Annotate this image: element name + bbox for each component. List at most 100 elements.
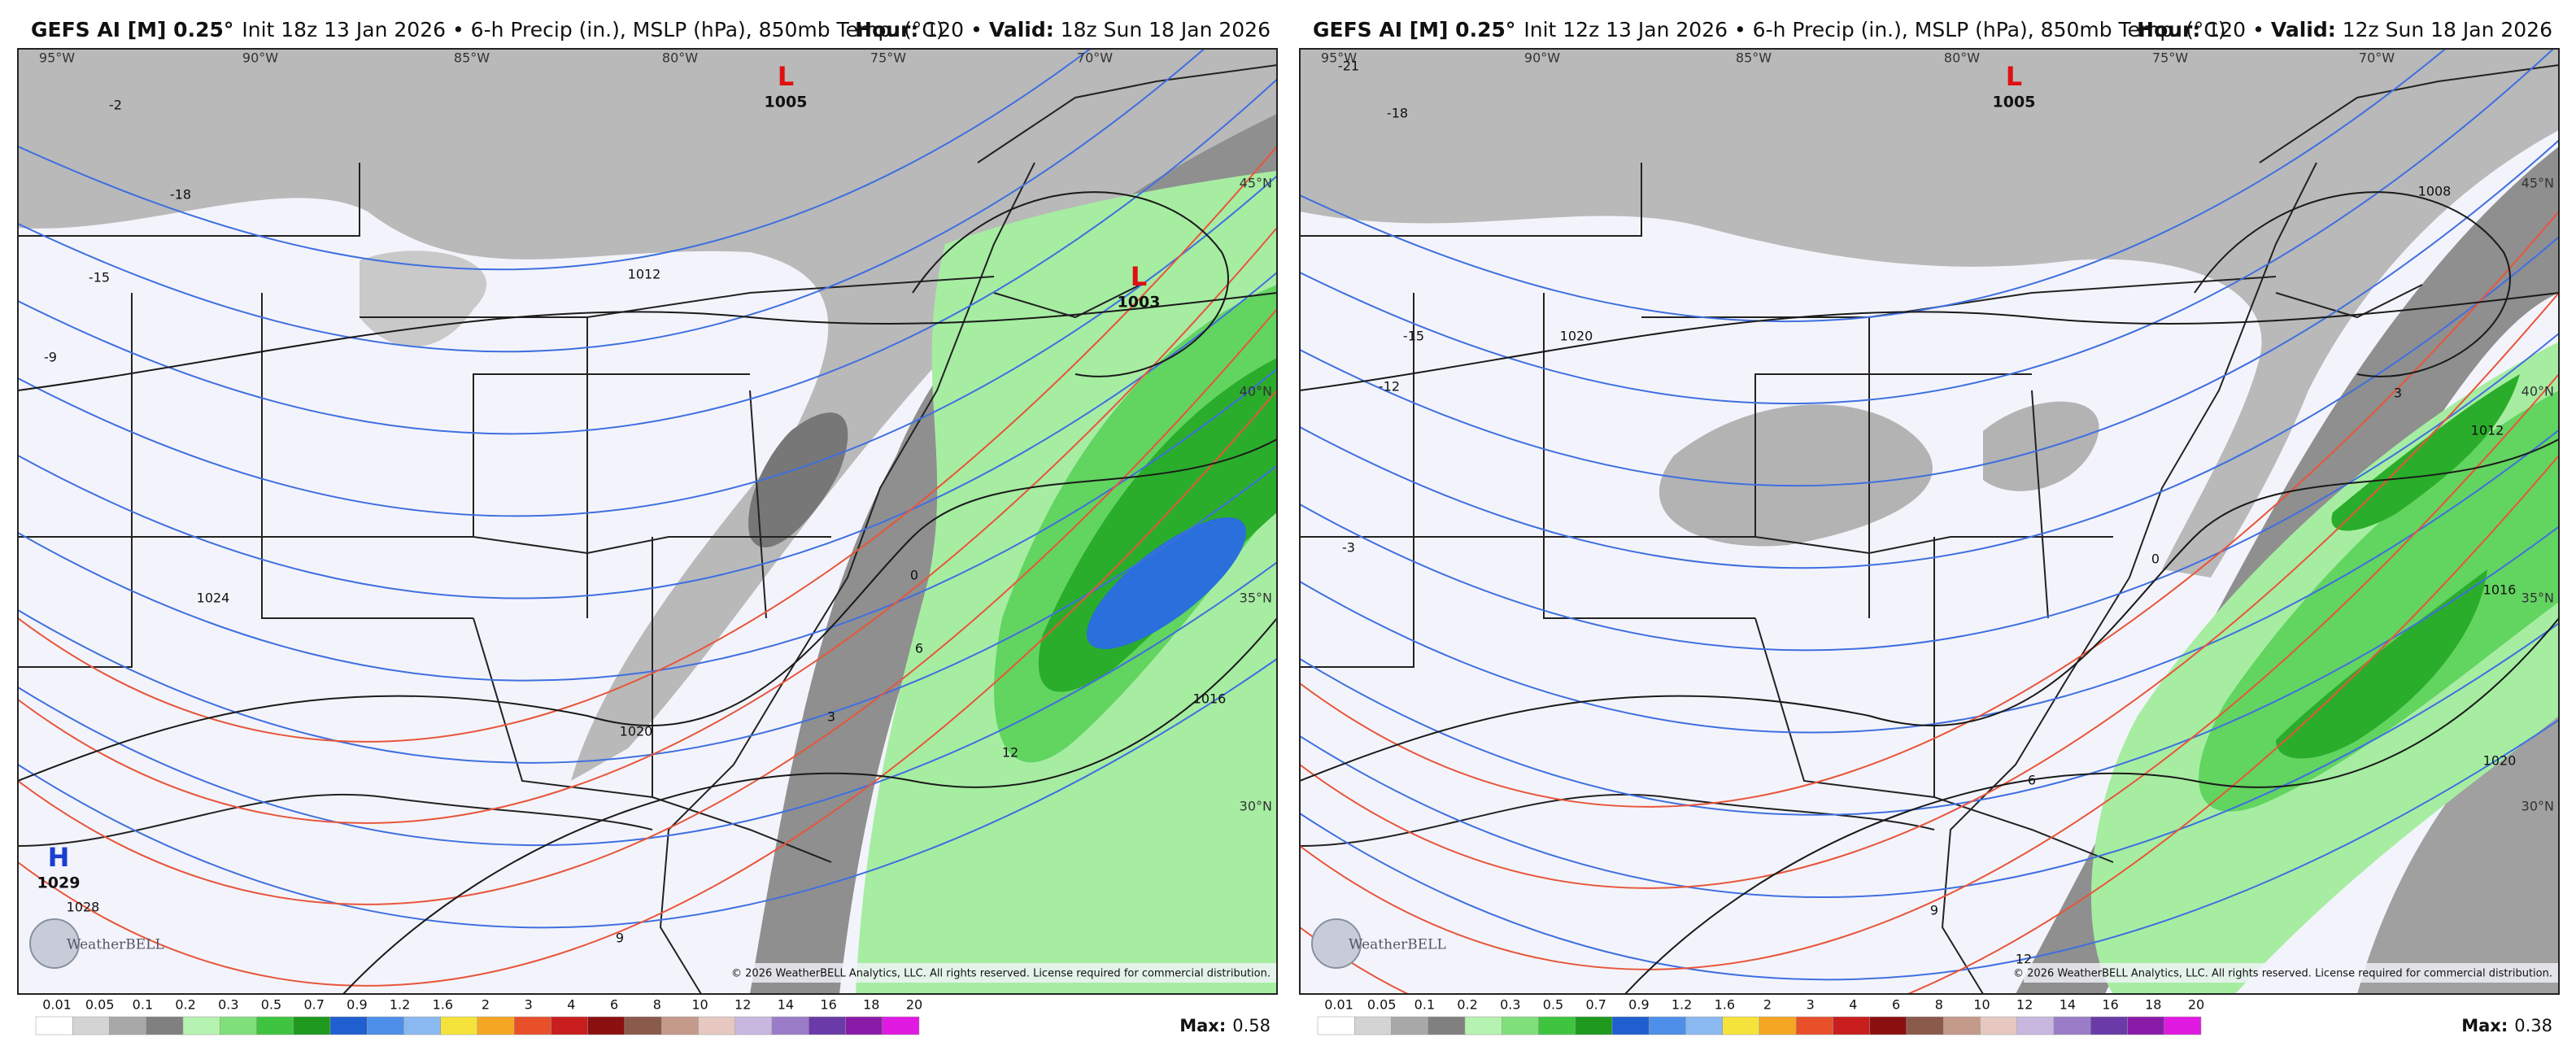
colorbar-label: 1.2	[1672, 997, 1692, 1013]
valid-label: Valid:	[2271, 18, 2336, 41]
panel: GEFS AI [M] 0.25° Init 12z 13 Jan 2026 • …	[1299, 18, 2560, 1035]
border	[2275, 284, 2423, 319]
contour-label: 1012	[628, 267, 661, 282]
copyright-bg	[2024, 963, 2559, 983]
isotherm-warm	[1300, 373, 2559, 970]
max-value: Max: 0.58	[1179, 1016, 1271, 1035]
copyright: © 2026 WeatherBELL Analytics, LLC. All r…	[731, 968, 1271, 980]
colorbar-swatch	[2090, 1016, 2128, 1035]
colorbar-label: 0.05	[1367, 997, 1397, 1013]
colorbar-swatch	[1685, 1016, 1723, 1035]
colorbar-swatch	[220, 1016, 257, 1035]
model-name: GEFS AI [M] 0.25°	[1313, 18, 1515, 41]
precip-area	[2357, 683, 2559, 994]
border	[18, 793, 653, 847]
contour-label: 1016	[1193, 691, 1227, 707]
isotherm-cold	[18, 78, 1277, 435]
hour: 120	[925, 18, 964, 41]
colorbar-swatch	[440, 1016, 478, 1035]
header-left: GEFS AI [M] 0.25° Init 18z 13 Jan 2026 • …	[31, 18, 944, 41]
colorbar-swatch	[1391, 1016, 1428, 1035]
colorbar-swatch	[661, 1016, 699, 1035]
isobar	[18, 292, 1277, 391]
isobar	[1300, 292, 2559, 391]
border	[1543, 293, 1755, 619]
colorbar-swatch	[845, 1016, 883, 1035]
contour-label: -9	[44, 350, 57, 365]
colorbar-swatch	[2053, 1016, 2091, 1035]
colorbar-swatch	[367, 1016, 404, 1035]
map: 95°W 90°W 85°W 80°W 75°W 70°W 45°N 40°N 35°N 30°N…	[17, 48, 1278, 995]
max-value: Max: 0.38	[2461, 1016, 2552, 1035]
contour-label: 12	[2016, 952, 2032, 967]
colorbar-swatch	[182, 1016, 220, 1035]
colorbar-label: 6	[1892, 997, 1900, 1013]
colorbar-label: 0.5	[261, 997, 281, 1013]
separator: •	[2252, 18, 2264, 41]
border	[1300, 163, 1642, 237]
contour-label: -12	[1379, 379, 1400, 395]
isotherm-warm	[1300, 211, 2559, 808]
isotherm-cold	[18, 175, 1277, 517]
contour-label: -18	[170, 187, 191, 203]
contour-label: 3	[827, 709, 835, 725]
longitude-label: 90°W	[242, 50, 278, 66]
init-info: Init 12z 13 Jan 2026 • 6-h Precip (in.),…	[1523, 18, 2225, 41]
max: 0.58	[1232, 1016, 1271, 1035]
colorbar-label: 1.6	[1715, 997, 1735, 1013]
contour-label: 1008	[2418, 184, 2452, 199]
precip-area	[1658, 404, 1933, 547]
precip-area	[748, 412, 848, 547]
colorbar-swatch	[1611, 1016, 1650, 1035]
contour-label: 1024	[197, 591, 230, 606]
isobar	[1624, 617, 2559, 994]
map-frame	[1299, 48, 2560, 995]
panel: GEFS AI [M] 0.25° Init 18z 13 Jan 2026 • …	[17, 18, 1278, 1035]
border	[977, 64, 1277, 163]
longitude-label: 75°W	[870, 50, 906, 66]
border	[18, 163, 360, 237]
isotherm-warm	[18, 390, 1277, 987]
colorbar-swatch	[1869, 1016, 1907, 1035]
colorbar-swatch	[551, 1016, 588, 1035]
colorbar-label: 10	[691, 997, 708, 1013]
colorbar-label: 18	[863, 997, 879, 1013]
colorbar-label: 0.3	[218, 997, 238, 1013]
longitude-label: 70°W	[1077, 50, 1113, 66]
pressure-center-value: 1029	[37, 874, 81, 892]
colorbar-label: 20	[906, 997, 922, 1013]
border	[749, 390, 767, 619]
border	[1300, 793, 1935, 847]
colorbar-swatch	[1833, 1016, 1870, 1035]
border	[659, 162, 1035, 994]
colorbar-label: 4	[567, 997, 575, 1013]
latitude-label: 30°N	[1240, 799, 1272, 814]
valid: 12z Sun 18 Jan 2026	[2343, 18, 2552, 41]
contour-label: 6	[915, 641, 923, 656]
latitude-label: 35°N	[2522, 591, 2554, 606]
colorbar-swatch	[477, 1016, 515, 1035]
precip-area	[18, 49, 1277, 781]
contour-label: -2	[109, 98, 122, 113]
colorbar-label: 8	[653, 997, 661, 1013]
colorbar-swatch	[329, 1016, 368, 1035]
colorbar-label: 1.2	[390, 997, 410, 1013]
separator: •	[970, 18, 983, 41]
contour-label: -3	[1342, 540, 1355, 556]
isotherm-warm	[18, 146, 1277, 743]
longitude-label: 80°W	[662, 50, 698, 66]
colorbar-label: 0.2	[1457, 997, 1477, 1013]
colorbar-swatch	[1943, 1016, 1981, 1035]
colorbar-swatch	[109, 1016, 146, 1035]
contour-label: 1020	[1560, 329, 1593, 344]
isotherm-warm	[18, 308, 1277, 905]
longitude-label: 85°W	[1736, 50, 1772, 66]
border	[360, 276, 995, 318]
contour-label: 12	[1002, 745, 1018, 761]
max: 0.38	[2514, 1016, 2552, 1035]
contour-label: -15	[1403, 329, 1424, 344]
colorbar-swatch	[1796, 1016, 1833, 1035]
colorbar-swatch	[514, 1016, 551, 1035]
contour-label: -21	[1338, 59, 1359, 74]
border	[993, 284, 1141, 319]
